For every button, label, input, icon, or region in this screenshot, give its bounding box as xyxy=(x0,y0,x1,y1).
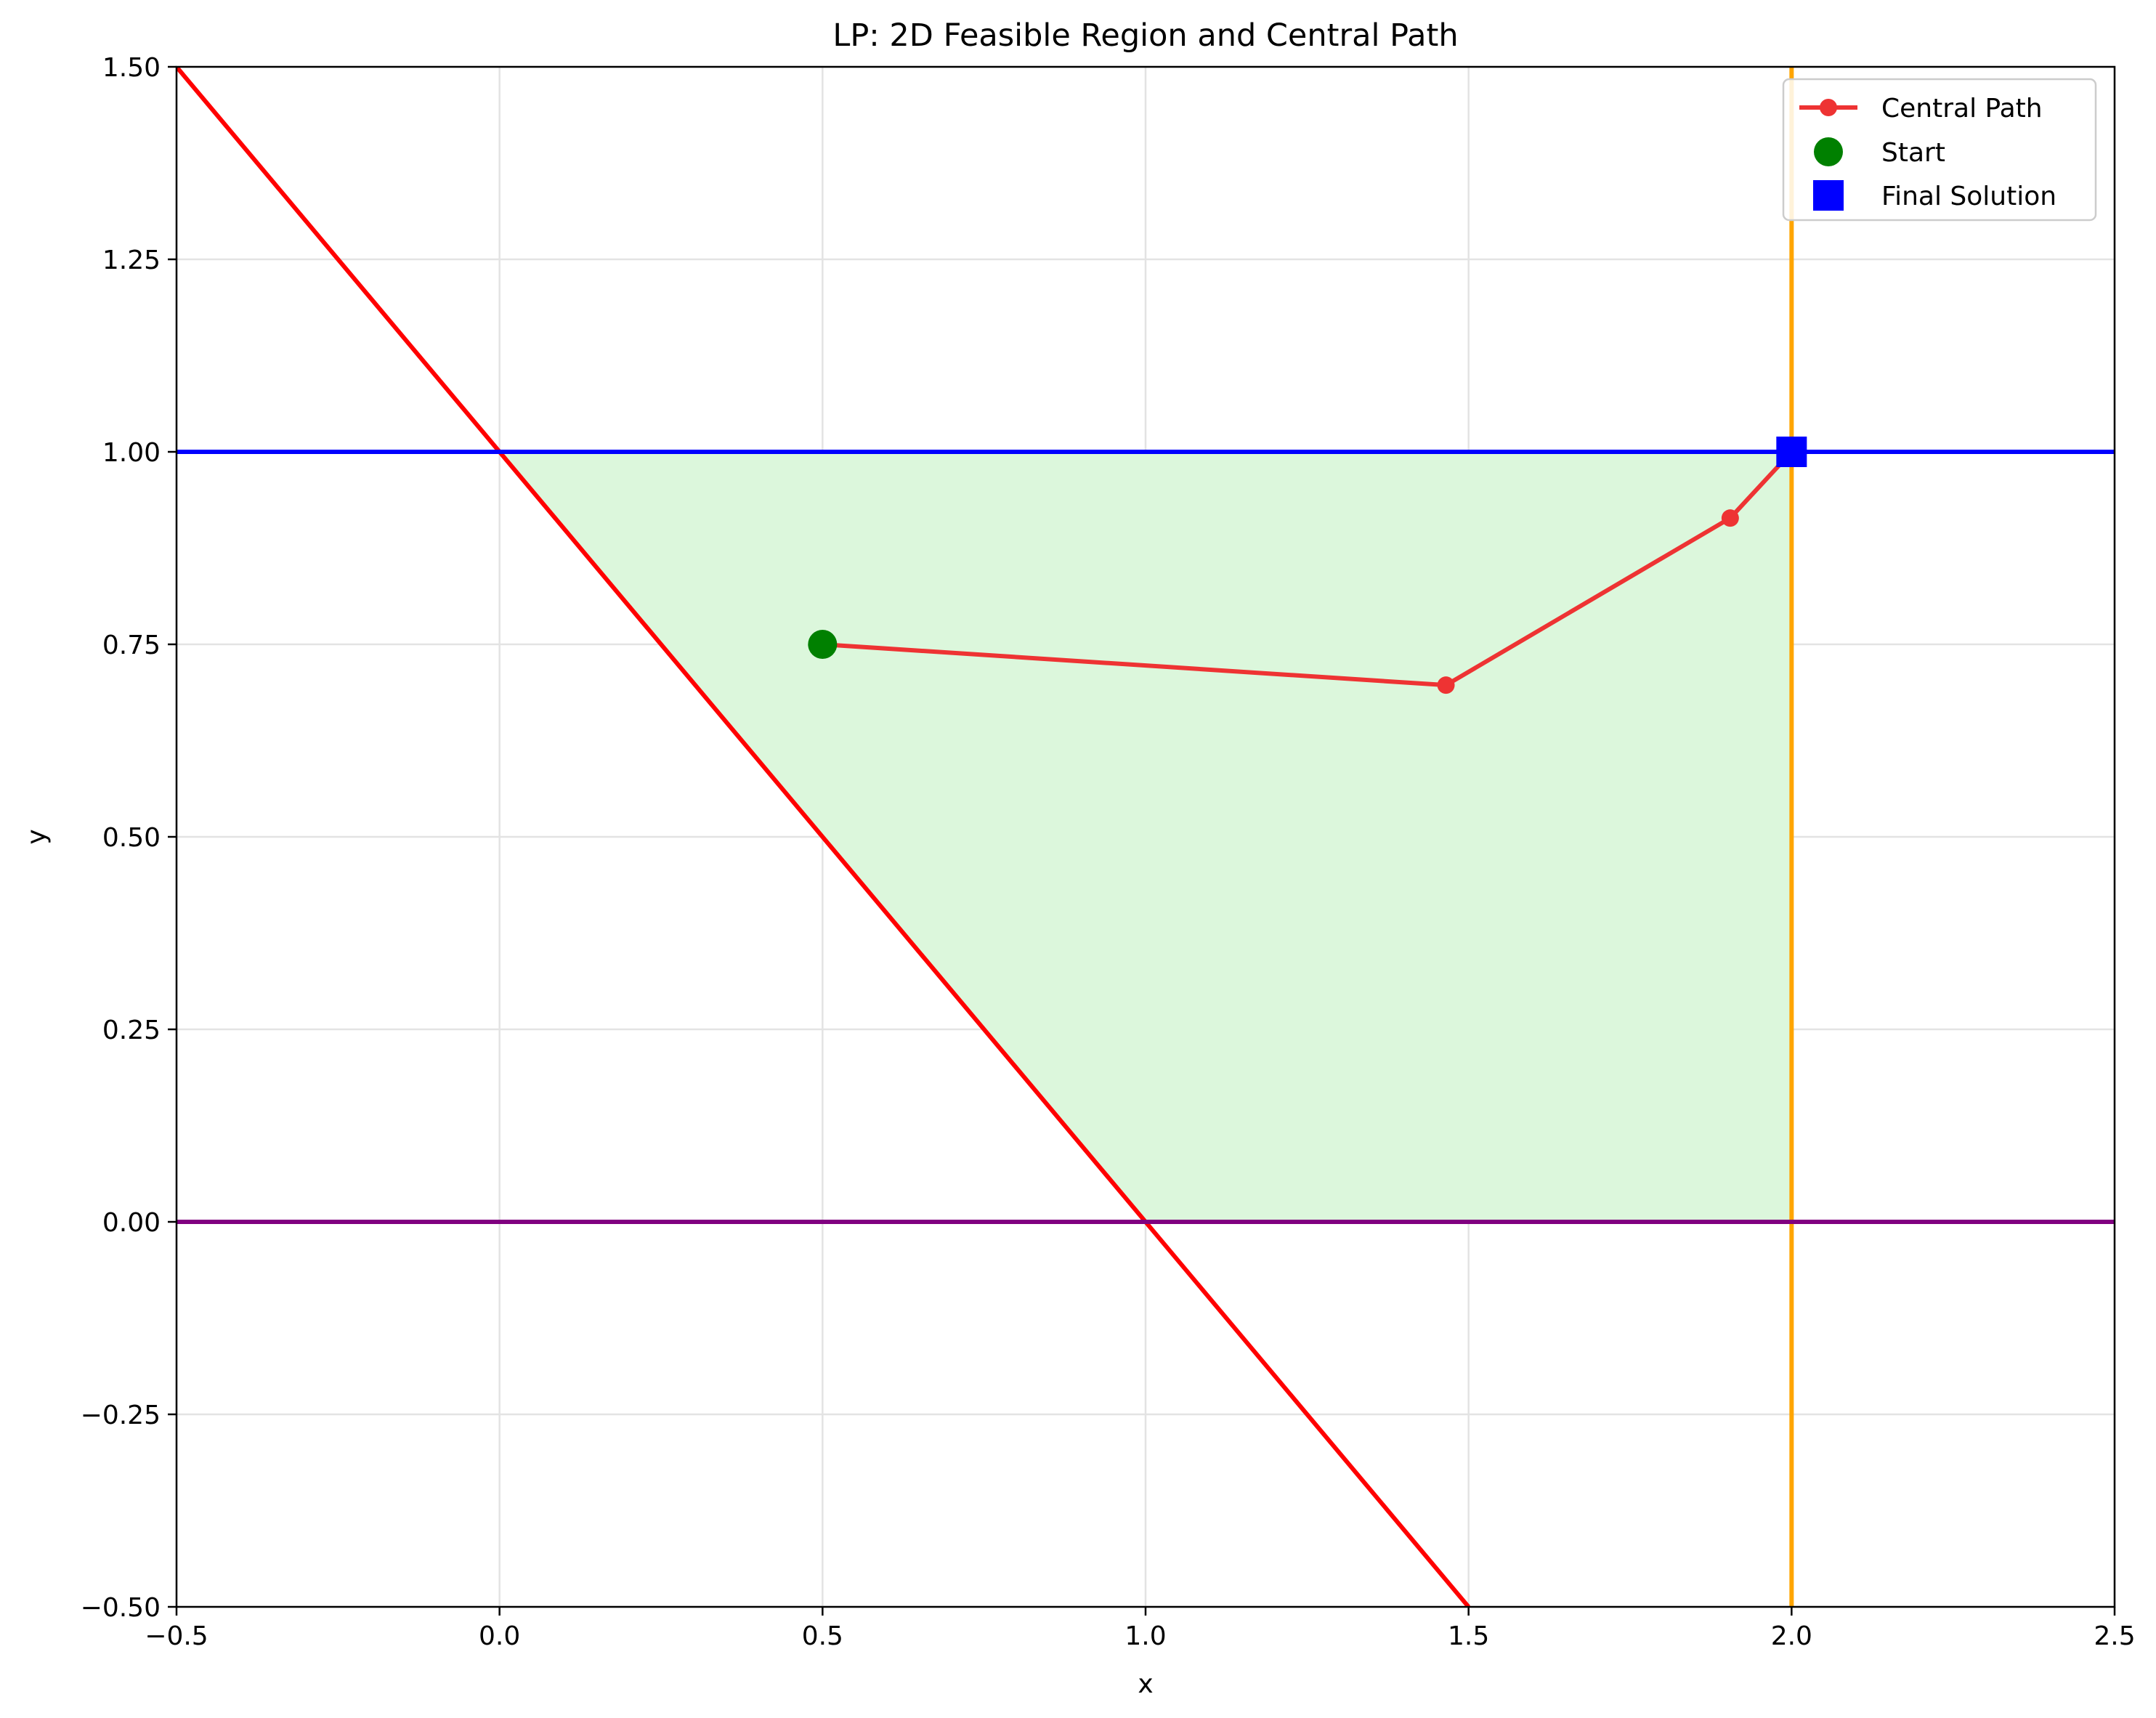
start-point xyxy=(808,630,838,659)
x-axis-label: x xyxy=(1138,1669,1153,1699)
y-tick-label: −0.25 xyxy=(81,1401,161,1430)
central-path-point xyxy=(1437,676,1455,694)
axis-ticks: −0.5 0.0 0.5 1.0 1.5 2.0 2.5 −0.50 −0.25 0.00 0.25… xyxy=(81,53,2136,1651)
final-solution-point xyxy=(1776,437,1807,467)
legend-label: Final Solution xyxy=(1881,182,2056,211)
y-tick-label: 0.00 xyxy=(102,1208,161,1238)
legend-start-marker xyxy=(1814,137,1843,166)
central-path-line xyxy=(822,450,1794,688)
y-tick-label: 1.50 xyxy=(102,53,161,83)
constraint-line xyxy=(177,67,1470,1607)
plot-data xyxy=(177,67,2115,1607)
x-tick-label: 0.0 xyxy=(479,1621,520,1651)
y-tick-label: 1.00 xyxy=(102,438,161,468)
y-tick-label: 0.50 xyxy=(102,823,161,853)
x-tick-label: 1.0 xyxy=(1124,1621,1166,1651)
x-tick-label: 2.0 xyxy=(1771,1621,1812,1651)
central-path-point xyxy=(1721,509,1739,527)
y-axis-label: y xyxy=(22,829,52,844)
y-tick-label: −0.50 xyxy=(81,1593,161,1623)
legend-box xyxy=(1782,78,2097,222)
chart-title: LP: 2D Feasible Region and Central Path xyxy=(832,17,1458,54)
legend-central-path-marker xyxy=(1820,99,1837,116)
legend-final-solution-marker xyxy=(1813,180,1844,211)
legend-label: Start xyxy=(1881,138,1945,168)
y-tick-label: 0.75 xyxy=(102,631,161,660)
y-tick-label: 1.25 xyxy=(102,246,161,275)
legend-label: Central Path xyxy=(1881,94,2043,123)
x-tick-label: 2.5 xyxy=(2094,1621,2135,1651)
x-tick-label: 1.5 xyxy=(1448,1621,1489,1651)
legend: Central Path Start Final Solution xyxy=(1782,78,2097,222)
y-tick-label: 0.25 xyxy=(102,1016,161,1045)
x-tick-label: 0.5 xyxy=(802,1621,843,1651)
x-tick-label: −0.5 xyxy=(145,1621,208,1651)
